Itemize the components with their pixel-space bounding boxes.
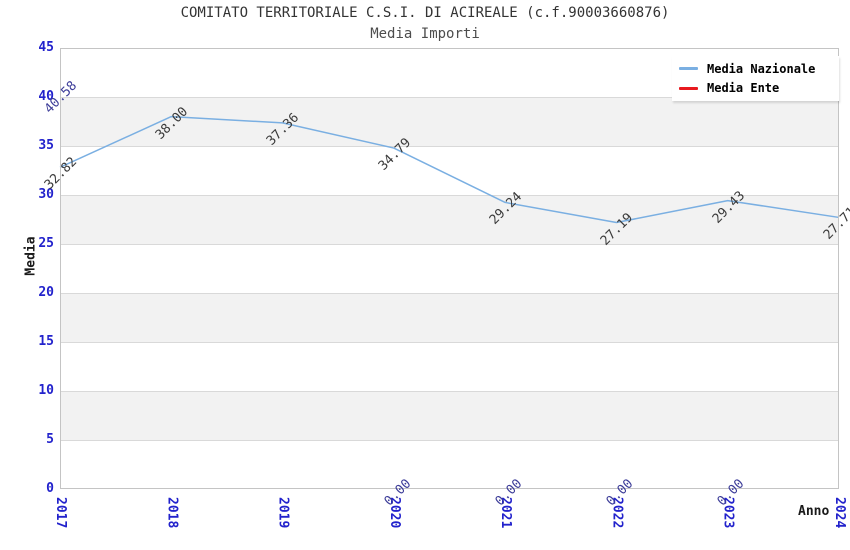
series-lines [59,115,840,224]
x-axis-title: Anno [798,504,830,519]
y-tick-label: 30 [38,187,54,202]
y-tick-label: 35 [38,138,54,153]
gridline [60,243,839,245]
gridline [60,96,839,98]
legend-swatch [679,86,698,90]
y-tick-label: 15 [38,334,54,349]
y-tick-label: 5 [46,432,54,447]
gridline [60,341,839,343]
gridline [60,292,839,294]
gridline [60,439,839,441]
x-tick-label: 2017 [53,497,68,529]
plot-area: 32.82 38.00 37.36 34.79 29.24 27.19 29.43 27.71… [42,48,850,509]
grid-band [60,195,839,244]
legend-item-media-nazionale: Media Nazionale [679,62,839,76]
y-tick-label: 20 [38,285,54,300]
gridline [60,145,839,147]
gridline [60,390,839,392]
grid-band [60,293,839,342]
x-tick-label: 2019 [275,497,291,529]
x-tick-label: 2021 [498,497,514,529]
y-tick-label: 25 [38,236,54,251]
legend: Media Nazionale Media Ente [672,56,839,101]
y-tick-label: 10 [38,383,54,398]
y-tick-label: 45 [38,40,54,55]
legend-label: Media Ente [707,81,780,96]
x-tick-label: 2018 [164,497,180,529]
chart-title: COMITATO TERRITORIALE C.S.I. DI ACIREALE… [180,5,670,21]
x-tick-label: 2020 [386,497,402,529]
y-tick-label: 0 [46,481,54,496]
gridline [60,194,839,196]
x-tick-label: 2024 [832,497,847,529]
chart-subtitle: Media Importi [370,26,480,42]
legend-swatch [679,67,698,71]
x-tick-label: 2022 [609,497,625,529]
y-tick-label: 40 [38,89,54,104]
x-tick-label: 2023 [720,497,736,529]
legend-item-media-ente: Media Ente [679,81,839,95]
legend-label: Media Nazionale [707,61,816,76]
grid-band [60,97,839,146]
grid-band [60,391,839,440]
series-line-media-nazionale [59,115,840,224]
